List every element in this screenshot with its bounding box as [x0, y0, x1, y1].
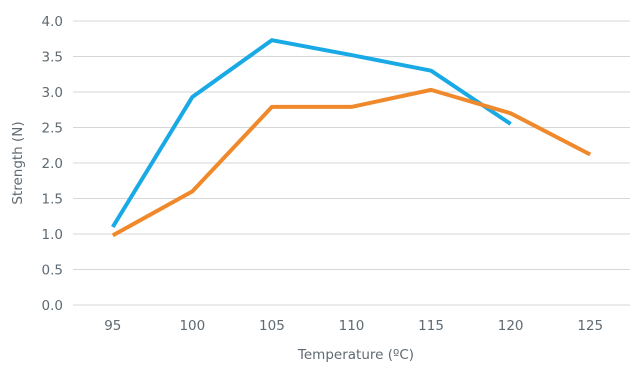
- y-tick-label: 0.0: [42, 298, 63, 314]
- x-tick-label: 120: [498, 318, 524, 334]
- series-lines: [111, 38, 592, 238]
- x-axis-ticks: 95 100 105 110 115 120 125: [104, 318, 603, 334]
- y-tick-label: 2.5: [42, 121, 63, 137]
- y-axis-ticks: 0.0 0.5 1.0 1.5 2.0 2.5 3.0 3.5 4.0: [42, 14, 63, 314]
- y-tick-label: 3.5: [42, 50, 63, 66]
- y-tick-label: 4.0: [42, 14, 63, 30]
- y-tick-label: 2.0: [42, 156, 63, 172]
- x-tick-label: 125: [577, 318, 603, 334]
- y-tick-label: 0.5: [42, 263, 63, 279]
- x-tick-label: 105: [259, 318, 285, 334]
- gridlines: [73, 20, 630, 306]
- y-tick-label: 3.0: [42, 85, 63, 101]
- series-line-2: [111, 87, 592, 238]
- x-tick-label: 115: [418, 318, 444, 334]
- y-tick-label: 1.0: [42, 227, 63, 243]
- x-axis-title: Temperature (ºC): [297, 347, 414, 363]
- x-tick-label: 100: [179, 318, 205, 334]
- x-tick-label: 110: [339, 318, 365, 334]
- y-axis-title: Strength (N): [10, 121, 26, 204]
- x-tick-label: 95: [104, 318, 121, 334]
- y-tick-label: 1.5: [42, 192, 63, 208]
- series-line-1: [111, 38, 512, 228]
